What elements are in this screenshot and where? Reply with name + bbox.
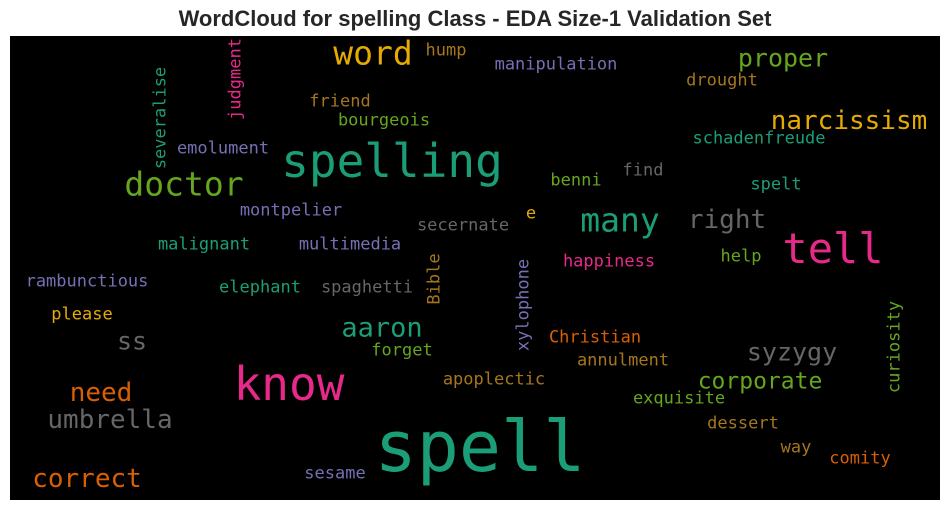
word-cloud-word: many	[580, 200, 660, 240]
word-cloud-word: apoplectic	[442, 369, 546, 390]
word-cloud-word: happiness	[562, 251, 656, 272]
word-cloud-word: tell	[782, 224, 884, 273]
word-cloud-word: find	[622, 160, 664, 181]
word-cloud-word: montpelier	[239, 200, 343, 221]
word-cloud-word: dessert	[707, 413, 779, 434]
word-cloud-word: annulment	[576, 350, 670, 371]
word-cloud-word: sesame	[304, 463, 366, 484]
word-cloud-word: emolument	[176, 138, 270, 159]
word-cloud-word: spell	[374, 406, 586, 488]
word-cloud-word: please	[51, 304, 113, 325]
word-cloud-word: corporate	[697, 368, 823, 395]
word-cloud-word: severalise	[150, 66, 171, 170]
word-cloud-word: manipulation	[494, 54, 618, 75]
word-cloud-word: schadenfreude	[692, 128, 826, 149]
word-cloud-word: umbrella	[47, 405, 173, 435]
word-cloud-word: multimedia	[298, 234, 402, 255]
word-cloud-word: aaron	[341, 312, 423, 344]
page-title: WordCloud for spelling Class - EDA Size-…	[178, 6, 772, 31]
word-cloud-word: spelt	[750, 174, 802, 195]
word-cloud-word: drought	[686, 70, 758, 91]
word-cloud-word: spaghetti	[320, 277, 414, 298]
word-cloud-word: rambunctious	[25, 271, 149, 292]
word-cloud-word: exquisite	[632, 388, 726, 409]
word-cloud-word: way	[780, 437, 812, 458]
word-cloud-word: friend	[309, 91, 371, 112]
word-cloud-word: need	[69, 378, 133, 408]
word-cloud-word: Bible	[424, 253, 445, 305]
word-cloud-word: malignant	[157, 234, 251, 255]
word-cloud-word: hump	[425, 40, 467, 61]
word-cloud-word: comity	[829, 448, 891, 469]
word-cloud-word: bourgeois	[337, 110, 431, 131]
word-cloud-word: xylophone	[513, 258, 534, 352]
word-cloud-word: elephant	[219, 277, 301, 298]
word-cloud-word: e	[525, 203, 537, 224]
word-cloud-word: benni	[550, 170, 602, 191]
word-cloud-word: word	[333, 36, 413, 73]
word-cloud-word: right	[687, 205, 767, 235]
word-cloud-word: forget	[371, 340, 433, 361]
word-cloud-word: help	[720, 246, 762, 267]
word-cloud-word: narcissism	[770, 106, 928, 136]
word-cloud-word: secernate	[416, 215, 510, 236]
word-cloud-canvas: spell spelling know tell word doctor man…	[10, 36, 940, 500]
word-cloud-word: doctor	[124, 164, 244, 204]
word-cloud-word: judgment	[225, 38, 246, 120]
word-cloud-word: proper	[737, 43, 829, 73]
word-cloud-word: Christian	[548, 327, 642, 348]
word-cloud-word: correct	[32, 464, 142, 494]
word-cloud-word: ss	[116, 326, 148, 356]
word-cloud-word: syzygy	[746, 337, 838, 367]
word-cloud-word: curiosity	[884, 300, 905, 394]
word-cloud-word: know	[233, 357, 345, 411]
word-cloud-word: spelling	[281, 134, 503, 188]
